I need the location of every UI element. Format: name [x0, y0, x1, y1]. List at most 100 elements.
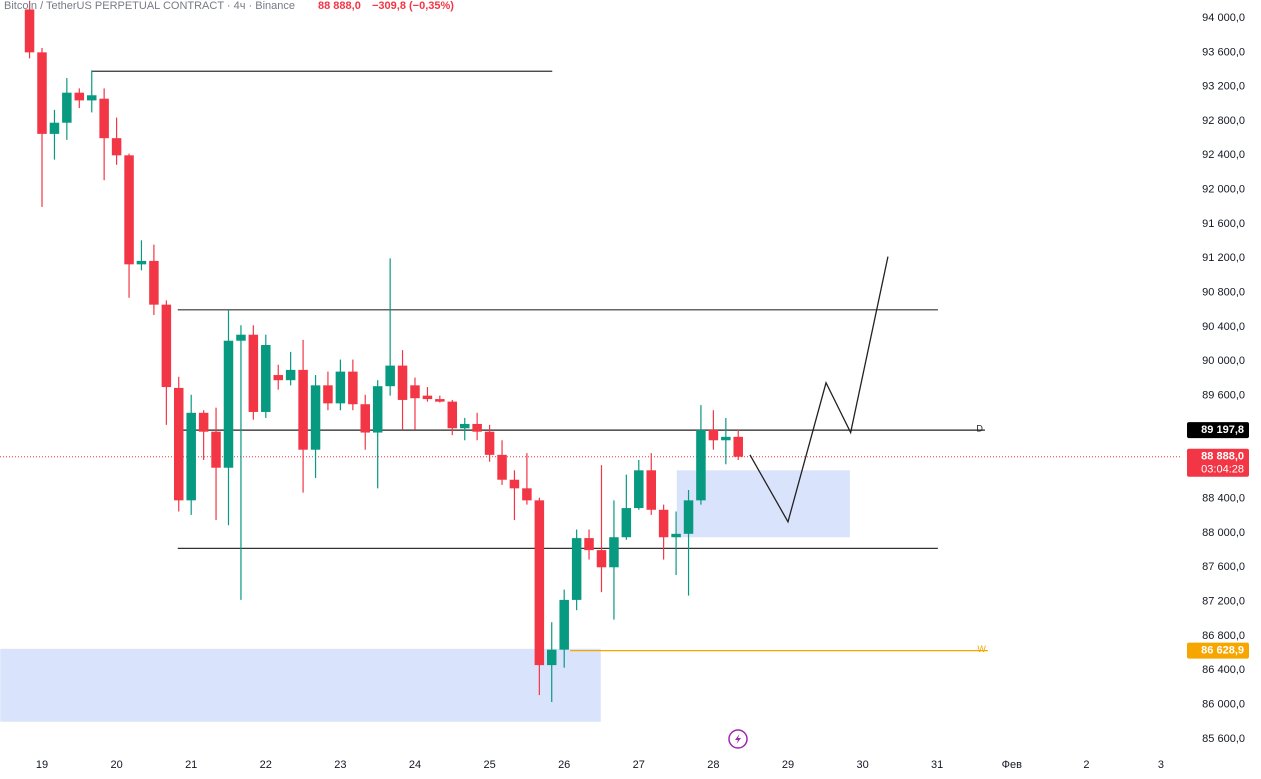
price-label-box [1187, 448, 1249, 477]
y-tick-label: 91 200,0 [1202, 252, 1245, 264]
candle-body [74, 92, 85, 101]
candle-body [571, 538, 582, 600]
header: Bitcoin / TetherUS PERPETUAL CONTRACT · … [4, 0, 454, 12]
candle-body [186, 412, 196, 501]
x-tick-label: 26 [558, 759, 570, 771]
x-tick-label: 30 [856, 759, 868, 771]
y-tick-label: 90 000,0 [1202, 355, 1245, 367]
candle-body [696, 429, 706, 501]
last-price: 88 888,0 [318, 0, 361, 12]
price-label: 88 888,0 [1201, 451, 1244, 463]
y-tick-label: 93 600,0 [1202, 46, 1245, 58]
y-tick-label: 93 200,0 [1202, 81, 1245, 93]
x-tick-label: 29 [782, 759, 794, 771]
y-tick-label: 90 400,0 [1202, 321, 1245, 333]
candle-body [671, 533, 681, 538]
y-tick-label: 90 800,0 [1202, 287, 1245, 299]
candle-body [621, 508, 632, 538]
candle-body [173, 387, 184, 501]
candle-body [422, 395, 433, 400]
x-tick-label: 31 [931, 759, 943, 771]
x-tick-label: 3 [1158, 759, 1164, 771]
x-tick-label: 23 [334, 759, 346, 771]
candle-body [248, 334, 259, 412]
candle-body [559, 599, 569, 650]
y-tick-label: 86 400,0 [1202, 664, 1245, 676]
y-tick-label: 86 800,0 [1202, 630, 1245, 642]
candle-body [360, 404, 370, 433]
y-tick-label: 87 600,0 [1202, 561, 1245, 573]
candle-body [534, 500, 545, 666]
candle-body [124, 155, 134, 265]
x-tick-label: 21 [185, 759, 197, 771]
axes: 94 000,0 93 600,0 93 200,0 92 800,0 92 400,0… [36, 12, 1249, 771]
plot-area: DW [0, 0, 1180, 722]
candle-body [24, 9, 35, 53]
x-tick-label: 2 [1083, 759, 1089, 771]
candle-body [546, 649, 557, 666]
candle-body [298, 369, 308, 450]
y-tick-label: 91 600,0 [1202, 218, 1245, 230]
candle-body [236, 334, 246, 341]
symbol-title: Bitcoin / TetherUS PERPETUAL CONTRACT · … [4, 0, 295, 12]
candle-body [335, 371, 346, 404]
y-tick-label: 92 400,0 [1202, 149, 1245, 161]
candle-body [310, 385, 321, 450]
candle-body [634, 470, 644, 509]
candle-body [285, 369, 296, 381]
candle-body [522, 488, 532, 501]
candle-body [49, 122, 60, 134]
candle-body [658, 509, 669, 538]
candle-body [136, 260, 147, 265]
candle-body [261, 345, 271, 412]
candle-body [708, 429, 719, 441]
lightning-icon[interactable] [728, 729, 748, 749]
y-tick-label: 87 200,0 [1202, 596, 1245, 608]
y-tick-label: 94 000,0 [1202, 12, 1245, 24]
candle-body [596, 550, 607, 568]
level-label: D [976, 424, 983, 434]
candle-body [223, 340, 234, 468]
y-tick-label: 89 600,0 [1202, 390, 1245, 402]
candle-body [484, 431, 495, 455]
x-tick-label: Фев [1002, 759, 1022, 771]
y-tick-label: 92 800,0 [1202, 115, 1245, 127]
x-tick-label: 28 [707, 759, 719, 771]
candle-body [99, 98, 109, 139]
candle-body [435, 399, 445, 402]
candle-body [447, 401, 458, 429]
price-change: −309,8 (−0,35%) [372, 0, 454, 12]
price-label-box [1187, 422, 1249, 439]
candle-body [385, 365, 395, 387]
candle-body [584, 538, 594, 551]
candle-body [372, 386, 383, 433]
candle-body [646, 470, 656, 510]
x-tick-label: 19 [36, 759, 48, 771]
y-tick-label: 92 000,0 [1202, 184, 1245, 196]
candle-body [497, 454, 507, 480]
candle-body [472, 423, 482, 432]
candle-body [198, 412, 209, 432]
y-tick-label: 85 600,0 [1202, 733, 1245, 745]
y-tick-label: 88 000,0 [1202, 527, 1245, 539]
candle-body [87, 95, 97, 101]
candle-body [323, 385, 333, 404]
y-tick-label: 86 000,0 [1202, 699, 1245, 711]
candle-body [211, 431, 221, 468]
candle-body [62, 92, 72, 123]
candle-body [459, 423, 470, 429]
candle-body [733, 436, 743, 457]
candle-body [273, 375, 284, 381]
projection-path [749, 256, 889, 524]
x-tick-label: 20 [110, 759, 122, 771]
price-label: 86 628,9 [1201, 645, 1244, 657]
candle-body [111, 138, 122, 156]
x-tick-label: 24 [409, 759, 421, 771]
candle-body [683, 500, 694, 534]
candle-body [37, 52, 47, 134]
x-tick-label: 27 [633, 759, 645, 771]
zone [0, 648, 601, 722]
candle-body [410, 385, 420, 399]
